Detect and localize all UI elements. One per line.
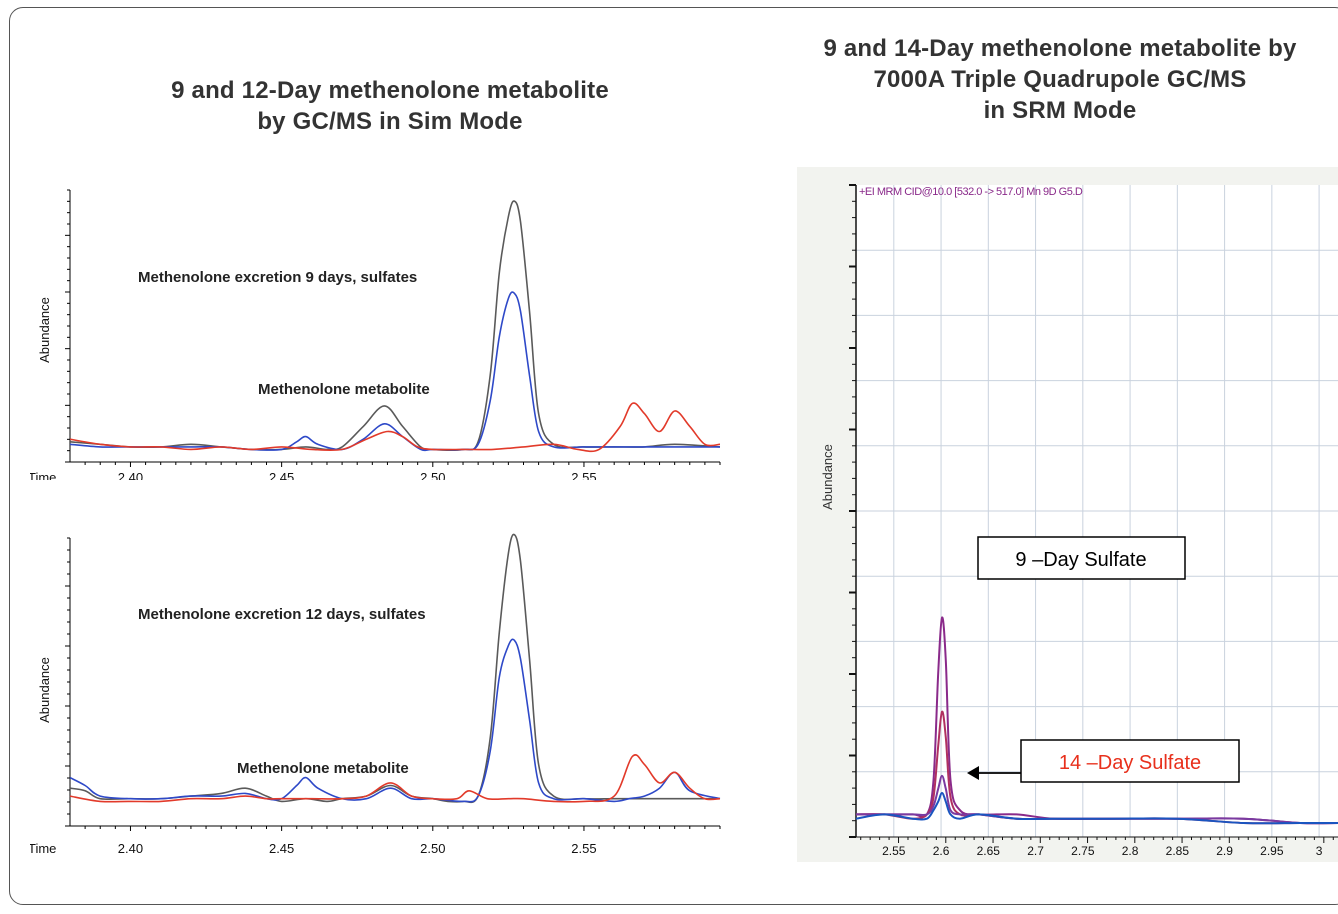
chart-9-12-day-bottom: 2.40 2.45 2.50 2.55 Abundance Time Methenol…: [30, 533, 721, 856]
arrow-14-day: [967, 766, 1021, 780]
annotation-metabolite: Methenolone metabolite: [237, 760, 409, 777]
x-tick-group: 2.55 2.6 2.65 2.7 2.75 2.8 2.85 2.9 2.95 3: [860, 837, 1334, 858]
x-tick-label: 2.50: [420, 470, 445, 480]
x-tick-label: 2.45: [269, 470, 294, 480]
x-tick-label: 2.50: [420, 841, 445, 856]
x-axis-label: Time: [30, 470, 56, 480]
series-line: [855, 792, 1338, 825]
x-tick-label: 2.9: [1216, 844, 1233, 858]
figure-frame: [9, 7, 1338, 905]
series-line: [69, 402, 721, 453]
grid-lines: [856, 185, 1338, 837]
series-line: [69, 754, 721, 803]
right-title-line3: in SRM Mode: [983, 97, 1137, 124]
y-tick-group: [65, 189, 70, 463]
right-title-line2: 7000A Triple Quadrupole GC/MS: [873, 66, 1247, 93]
series-line: [69, 638, 721, 803]
y-axis-label: Abundance: [37, 657, 52, 723]
label-14-day-sulfate: 14 –Day Sulfate: [1020, 739, 1240, 783]
series-line: [69, 291, 720, 452]
series-line: [69, 200, 721, 451]
x-tick-label: 2.85: [1166, 844, 1190, 858]
x-tick-label: 2.6: [933, 844, 950, 858]
left-chart-title: 9 and 12-Day methenolone metabolite by G…: [70, 75, 710, 137]
label-box: [977, 536, 1186, 580]
label-text: 9 –Day Sulfate: [1015, 549, 1146, 571]
right-title-line1: 9 and 14-Day methenolone metabolite by: [823, 35, 1297, 62]
x-tick-label: 2.40: [118, 470, 143, 480]
series-group: [69, 533, 721, 804]
series-group: [855, 616, 1338, 825]
y-tick-group: [849, 184, 856, 838]
annotation-metabolite: Methenolone metabolite: [258, 381, 430, 398]
chart-axes: [69, 538, 720, 827]
x-tick-group: 2.40 2.45 2.50 2.55: [84, 462, 721, 480]
x-tick-label: 2.40: [118, 841, 143, 856]
chart-srm-9-14-day: 2.55 2.6 2.65 2.7 2.75 2.8 2.85 2.9 2.95 3 +EI MR…: [797, 167, 1338, 862]
right-chart-title: 9 and 14-Day methenolone metabolite by 7…: [780, 33, 1338, 126]
label-box: [1020, 739, 1240, 783]
x-tick-label: 2.45: [269, 841, 294, 856]
x-tick-label: 2.8: [1122, 844, 1139, 858]
left-title-line1: 9 and 12-Day methenolone metabolite: [171, 77, 609, 104]
annotation-excretion: Methenolone excretion 12 days, sulfates: [138, 606, 426, 623]
y-axis-label: Abundance: [37, 297, 52, 363]
label-9-day-sulfate: 9 –Day Sulfate: [977, 536, 1186, 580]
x-tick-label: 3: [1316, 844, 1323, 858]
x-tick-label: 2.75: [1071, 844, 1095, 858]
x-tick-label: 2.55: [882, 844, 906, 858]
annotation-excretion: Methenolone excretion 9 days, sulfates: [138, 269, 417, 286]
y-tick-group: [65, 537, 70, 827]
left-title-line2: by GC/MS in Sim Mode: [257, 108, 523, 135]
series-group: [69, 200, 721, 453]
x-tick-group: 2.40 2.45 2.50 2.55: [84, 826, 721, 856]
y-axis-label: Abundance: [820, 444, 835, 510]
x-tick-label: 2.65: [977, 844, 1001, 858]
x-tick-label: 2.55: [571, 841, 596, 856]
arrow-head: [967, 766, 979, 780]
x-axis-label: Time: [30, 841, 56, 856]
x-tick-label: 2.95: [1260, 844, 1284, 858]
x-tick-label: 2.7: [1027, 844, 1044, 858]
chart-9-12-day-top: 2.40 2.45 2.50 2.55 Abundance Time Methenol…: [30, 189, 721, 480]
x-tick-label: 2.55: [571, 470, 596, 480]
label-text: 14 –Day Sulfate: [1059, 752, 1201, 774]
srm-trace-title: +EI MRM CID@10.0 [532.0 -> 517.0] Mn 9D …: [859, 186, 1083, 198]
